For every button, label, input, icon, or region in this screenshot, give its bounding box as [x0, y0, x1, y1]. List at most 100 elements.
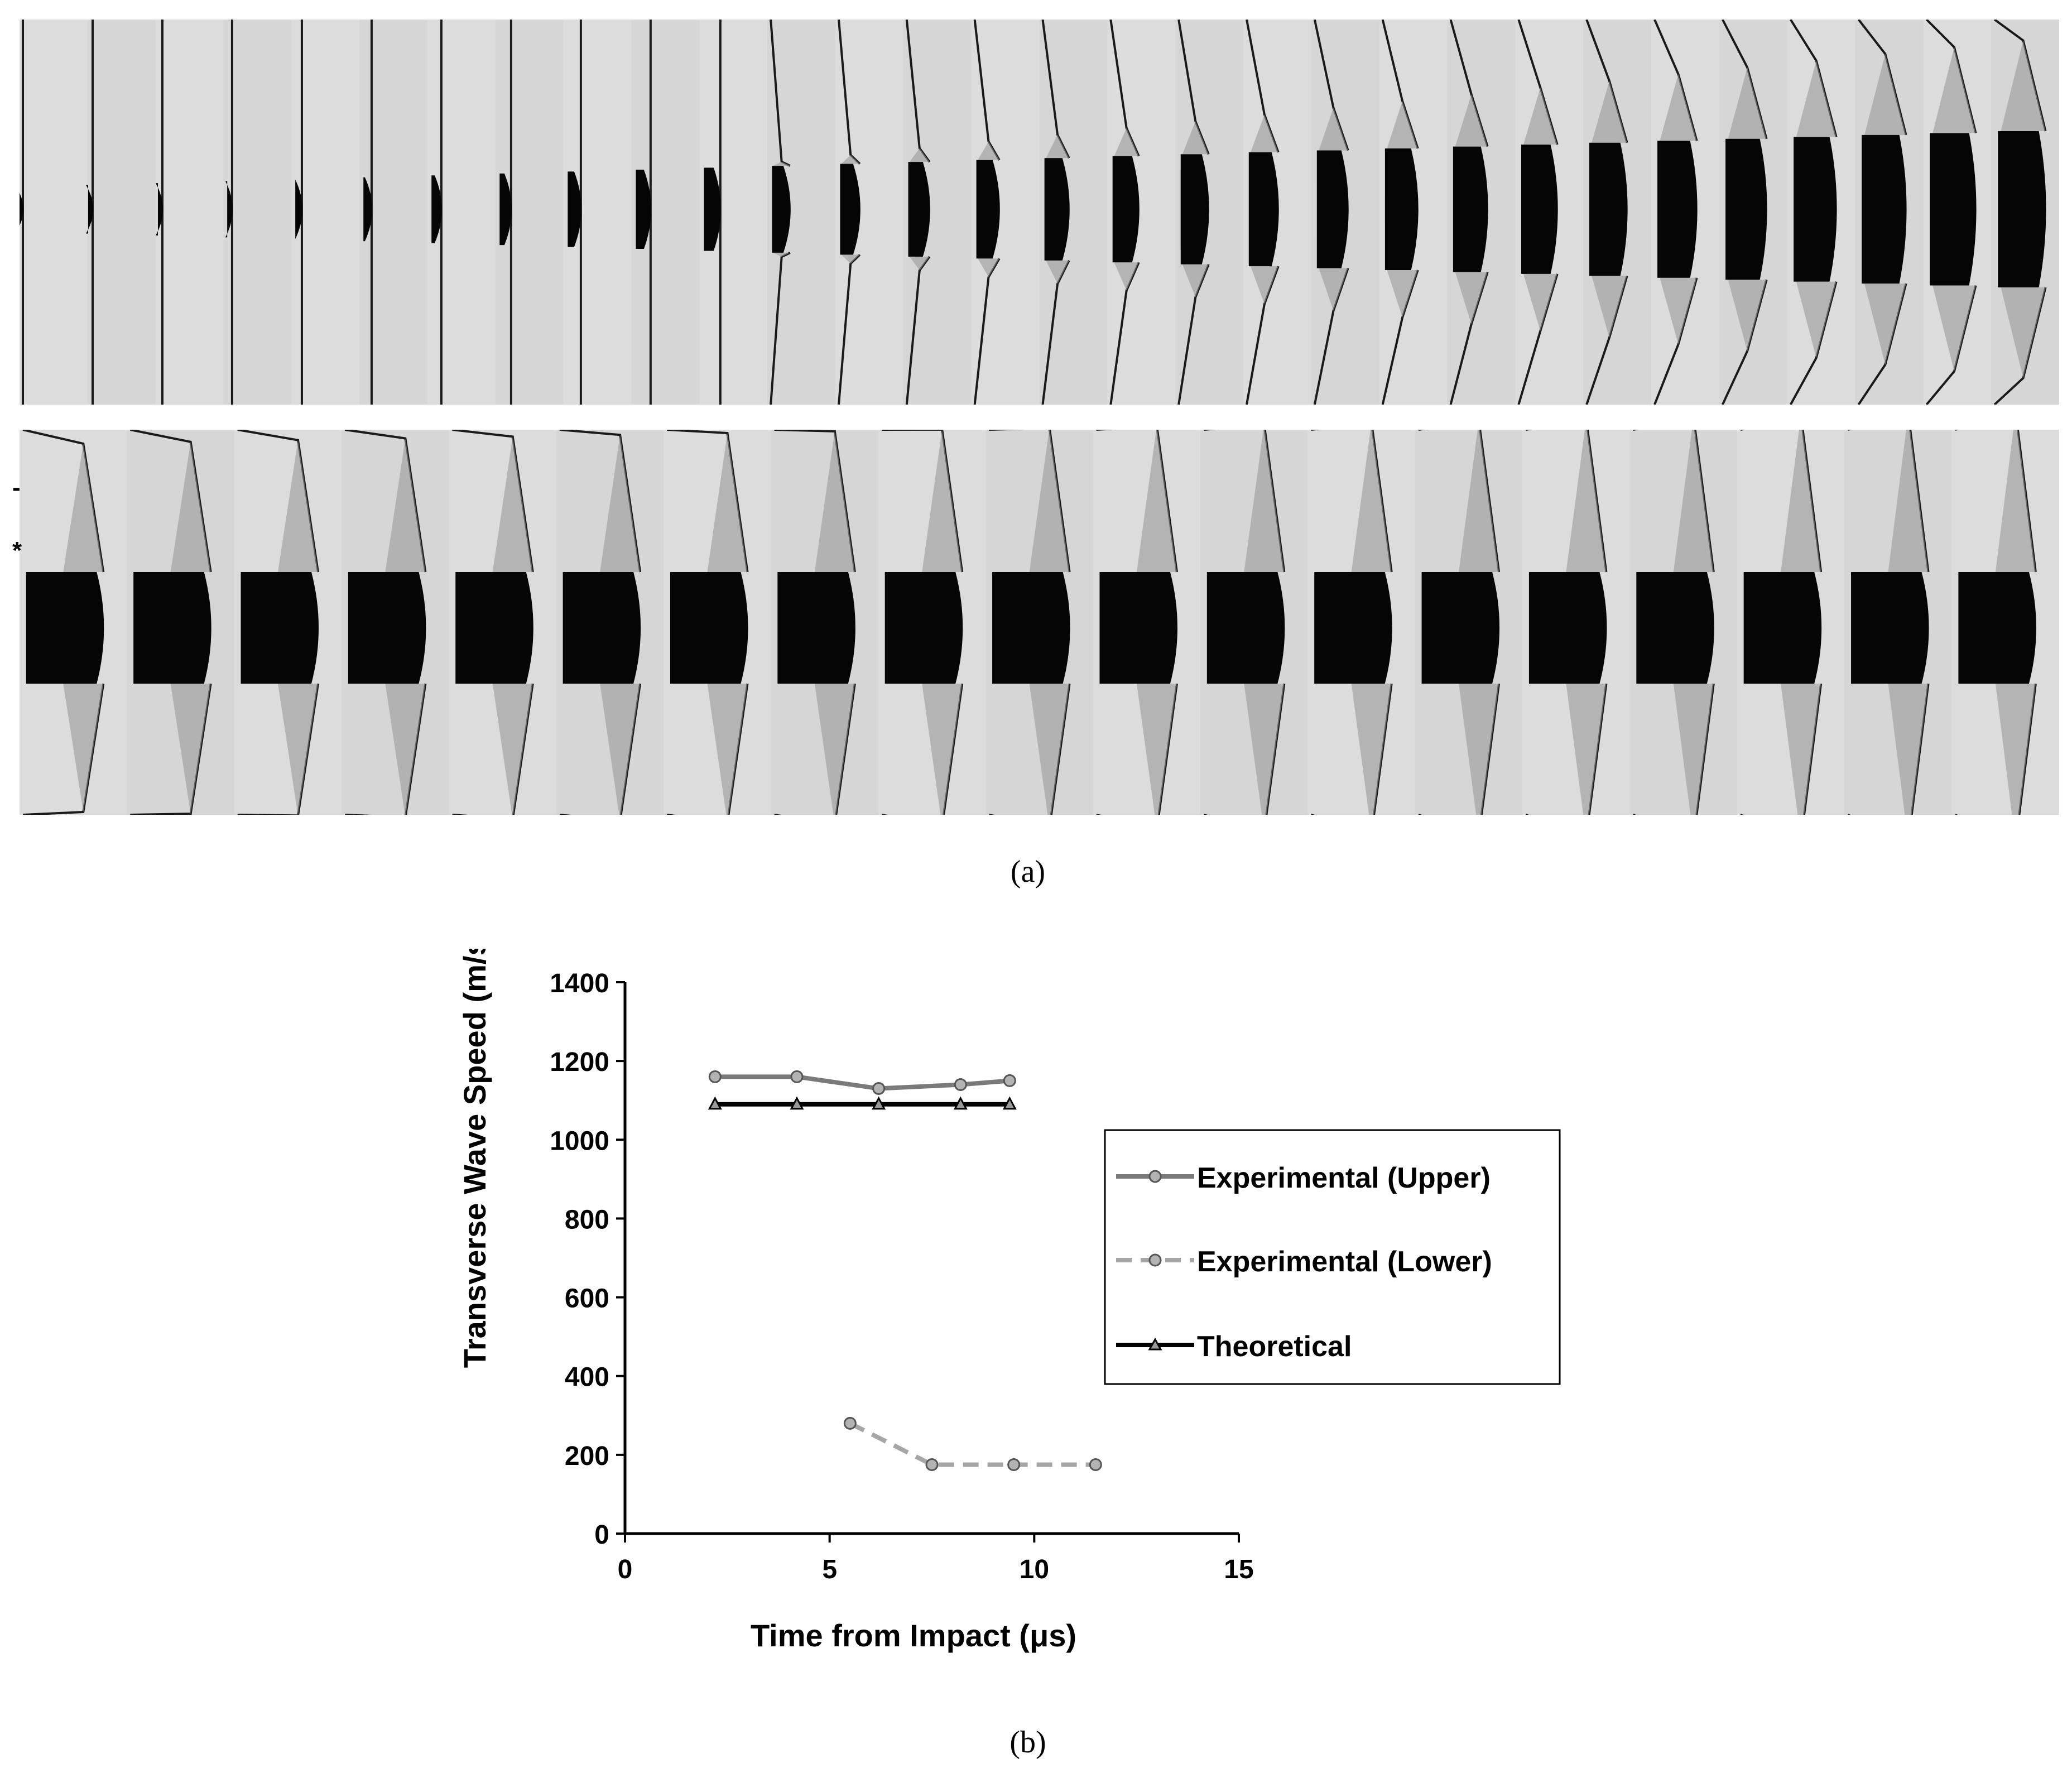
x-tick-label: 0 — [618, 1555, 633, 1584]
fabric-line-lower — [1633, 683, 1715, 815]
frame-background — [155, 20, 224, 405]
fabric-line-lower — [237, 683, 319, 815]
sequence-frame — [20, 430, 127, 815]
sequence-frame — [903, 20, 972, 405]
legend-label-theoretical: Theoretical — [1197, 1330, 1352, 1363]
sequence-frame — [985, 430, 1093, 815]
projectile — [1958, 572, 2036, 684]
fabric-line-lower — [774, 683, 856, 815]
sequence-frame — [1951, 430, 2059, 815]
cone-wave-upper — [1592, 80, 1627, 143]
cone-wave-lower — [1046, 260, 1069, 284]
cone-wave-lower — [1029, 684, 1070, 815]
sequence-frame — [1447, 20, 1516, 405]
caption-a: (a) — [1010, 854, 1046, 889]
cone-wave-upper — [1932, 47, 1976, 133]
cone-wave-upper — [492, 436, 533, 572]
projectile — [670, 572, 748, 684]
fabric-line-lower — [1418, 683, 1501, 815]
cone-wave-lower — [600, 684, 641, 815]
cone-wave-upper — [1728, 67, 1767, 139]
cone-wave-lower — [1781, 684, 1821, 815]
chart-axes: 0 200 400 600 800 1000 1200 1400 0 5 10 15 — [550, 969, 1253, 1584]
sequence-frame — [495, 20, 564, 405]
series-experimental-lower — [843, 1416, 1102, 1471]
projectile — [1636, 572, 1714, 684]
sequence-frame — [971, 20, 1040, 405]
projectile — [225, 181, 233, 238]
projectile — [1851, 572, 1929, 684]
x-tick-label: 15 — [1224, 1555, 1253, 1584]
sequence-frame — [234, 430, 342, 815]
cone-wave-upper — [1781, 430, 1821, 572]
cone-wave-lower — [1136, 684, 1177, 815]
fabric-line-upper — [989, 430, 1071, 573]
data-point — [925, 1458, 939, 1471]
cone-wave-upper — [1251, 114, 1278, 152]
cone-wave-lower — [1728, 280, 1767, 352]
sequence-frame — [1415, 430, 1523, 815]
cone-wave-upper — [1319, 108, 1348, 151]
data-point — [1007, 1458, 1021, 1471]
projectile — [1316, 150, 1349, 268]
y-tick-label: 1000 — [550, 1126, 609, 1156]
sequence-frame — [20, 20, 88, 405]
cone-wave-upper — [1995, 430, 2036, 572]
sequence-frame — [1737, 430, 1845, 815]
x-axis-label: Time from Impact (μs) — [751, 1618, 1076, 1653]
cone-wave-upper — [978, 141, 999, 160]
cone-wave-lower — [1251, 266, 1278, 304]
cone-wave-upper — [1351, 430, 1392, 572]
cone-wave-lower — [1244, 684, 1285, 815]
y-tick-label: 600 — [565, 1284, 609, 1314]
series-theoretical — [708, 1096, 1017, 1110]
cone-wave-lower — [707, 684, 748, 815]
cone-wave-upper — [1114, 128, 1139, 156]
projectile — [20, 193, 23, 226]
sequence-frame — [1093, 430, 1201, 815]
wave-speed-chart: 0 200 400 600 800 1000 1200 1400 0 5 10 15 Transver… — [457, 949, 1561, 1653]
fabric-line-lower — [22, 683, 105, 815]
x-tick-label: 5 — [822, 1555, 837, 1584]
sequence-frame — [427, 20, 496, 405]
sequence-frame — [1200, 430, 1308, 815]
data-point — [1003, 1074, 1016, 1087]
fabric-line-upper — [344, 430, 427, 573]
cone-wave-upper — [1796, 60, 1837, 137]
sequence-frame — [1307, 430, 1415, 815]
frame-marker-dash: - — [12, 474, 21, 501]
cone-wave-upper — [1864, 54, 1906, 135]
sequence-frame — [1787, 20, 1855, 405]
cone-wave-lower — [922, 684, 963, 815]
projectile — [241, 572, 319, 684]
sequence-frame — [771, 430, 878, 815]
cone-wave-lower — [1114, 262, 1139, 291]
cone-wave-lower — [1459, 684, 1499, 815]
cone-wave-lower — [63, 684, 104, 812]
cone-wave-lower — [814, 684, 855, 815]
sequence-frame — [631, 20, 700, 405]
sequence-frame — [1243, 20, 1311, 405]
legend-label-experimental-lower: Experimental (Lower) — [1197, 1246, 1492, 1278]
sequence-frame — [1991, 20, 2059, 405]
cone-wave-upper — [63, 444, 104, 572]
cone-wave-lower — [1673, 684, 1714, 815]
fabric-line-lower — [1526, 683, 1608, 815]
projectile — [1384, 148, 1419, 270]
sequence-frame — [155, 20, 224, 405]
fabric-line-lower — [1740, 683, 1823, 815]
cone-wave-lower — [1319, 268, 1348, 311]
cone-wave-lower — [385, 684, 426, 815]
projectile — [1998, 131, 2046, 287]
projectile — [1743, 572, 1822, 684]
cone-wave-lower — [278, 684, 319, 815]
cone-wave-lower — [1660, 277, 1697, 345]
cone-wave-upper — [1888, 430, 1929, 572]
cone-wave-upper — [600, 435, 641, 572]
sequence-frame — [1651, 20, 1719, 405]
projectile — [976, 160, 1000, 259]
legend-marker-theoretical — [1148, 1337, 1162, 1351]
sequence-frame — [1923, 20, 1992, 405]
projectile — [772, 166, 791, 253]
data-point — [872, 1082, 886, 1095]
